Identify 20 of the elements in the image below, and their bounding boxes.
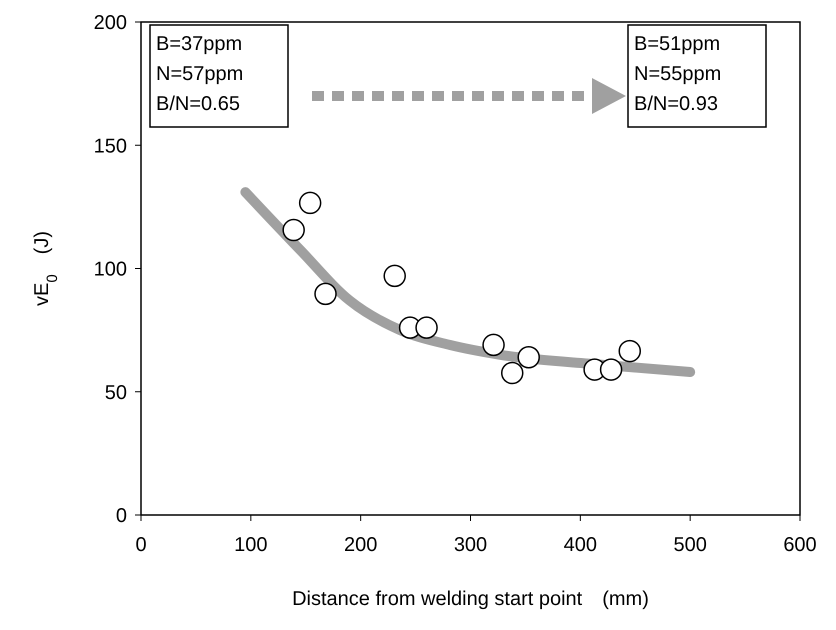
y-tick-label: 100 [94, 258, 127, 280]
point [415, 316, 438, 339]
y-tick-label: 50 [104, 382, 127, 404]
annotation: B=37ppm N=57ppm B/N=0.65 [156, 33, 244, 115]
y-tick-label: 0 [116, 505, 127, 527]
x-axis-title: Distance from welding start point (mm) [292, 588, 649, 610]
x-tick-label: 200 [344, 534, 378, 556]
x-tick-label: 100 [234, 534, 268, 556]
point [282, 218, 305, 242]
annotation: B=51ppm N=55ppm B/N=0.93 [634, 33, 722, 115]
x-tick-label: 0 [135, 534, 147, 556]
point [482, 334, 505, 356]
point [517, 346, 540, 368]
x-tick-label: 500 [673, 534, 707, 556]
x-tick-label: 400 [564, 534, 598, 556]
x-tick-label: 600 [783, 534, 817, 556]
y-tick-label: 200 [94, 12, 127, 34]
x-tick-label: 300 [454, 534, 488, 556]
y-tick-label: 150 [94, 135, 127, 158]
point [600, 358, 622, 381]
